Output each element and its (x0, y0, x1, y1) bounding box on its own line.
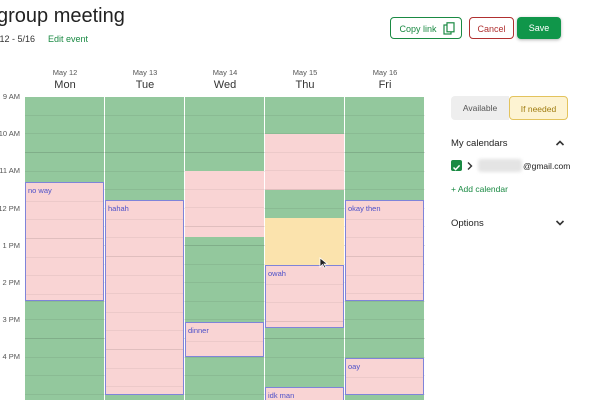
time-label: 12 PM (0, 204, 20, 213)
copy-icon (443, 22, 455, 35)
availability-grid[interactable]: no way hahah dinner okay then owah oay i… (25, 97, 425, 400)
redacted-email (478, 159, 522, 172)
collapse-caret[interactable] (555, 139, 565, 147)
calendar-event: hahah (105, 200, 184, 395)
calendar-email: @gmail.com (523, 161, 571, 171)
date-range: 5/12 - 5/16 (0, 34, 36, 44)
copy-link-label: Copy link (399, 24, 437, 34)
time-label: 10 AM (0, 129, 20, 138)
calendar-event: no way (25, 182, 104, 301)
busy-block (265, 134, 344, 190)
calendar-event: dinner (185, 322, 264, 357)
save-button[interactable]: Save (517, 17, 561, 39)
options-heading[interactable]: Options (451, 218, 484, 229)
if-needed-toggle[interactable]: If needed (509, 96, 568, 120)
event-title: group meeting (0, 5, 125, 27)
time-label: 9 AM (2, 92, 20, 101)
available-toggle[interactable]: Available (451, 96, 509, 120)
edit-event-link[interactable]: Edit event (48, 34, 89, 44)
calendar-event: oay (345, 358, 424, 395)
calendar-event: owah (265, 265, 344, 328)
time-label: 2 PM (2, 278, 20, 287)
day-date: May 16 (372, 68, 398, 77)
time-label: 1 PM (2, 241, 20, 250)
cancel-button[interactable]: Cancel (469, 17, 514, 39)
day-name: Wed (213, 79, 237, 91)
time-label: 3 PM (2, 315, 20, 324)
if-needed-block (265, 218, 344, 265)
mouse-cursor (319, 257, 329, 269)
day-name: Fri (378, 79, 392, 91)
time-label: 4 PM (2, 352, 20, 361)
add-calendar-link[interactable]: + Add calendar (451, 184, 508, 194)
expand-caret[interactable] (555, 219, 565, 227)
calendar-checkbox[interactable] (451, 160, 462, 171)
day-name: Mon (54, 79, 76, 91)
day-date: May 15 (292, 68, 318, 77)
day-date: May 12 (52, 68, 78, 77)
busy-block (185, 171, 264, 237)
check-icon (452, 164, 461, 171)
calendar-event: idk man (265, 387, 344, 400)
calendar-event: okay then (345, 200, 424, 301)
calendars-heading: My calendars (451, 138, 508, 149)
expand-caret[interactable] (466, 161, 474, 171)
day-date: May 14 (212, 68, 238, 77)
copy-link-button[interactable]: Copy link (390, 17, 462, 39)
day-date: May 13 (132, 68, 158, 77)
day-name: Tue (135, 79, 155, 91)
day-name: Thu (295, 79, 315, 91)
time-label: 11 AM (0, 166, 20, 175)
